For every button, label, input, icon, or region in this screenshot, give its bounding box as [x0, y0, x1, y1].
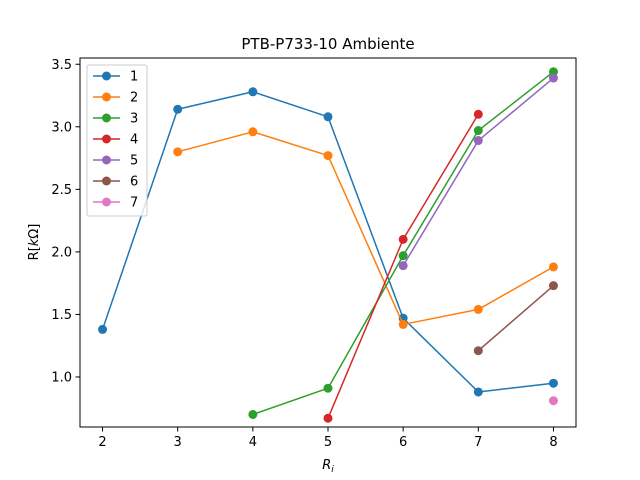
data-point-4-2: [473, 109, 483, 119]
legend-label: 6: [130, 175, 138, 190]
series-line-2: [176, 131, 555, 326]
series-line-1: [101, 91, 555, 393]
data-point-3-3: [473, 126, 483, 136]
x-axis-label: Ri: [322, 458, 334, 475]
series-5: [398, 73, 558, 271]
data-point-1-2: [248, 87, 258, 97]
series-6: [473, 281, 558, 356]
legend-marker: [102, 197, 111, 207]
data-point-5-2: [548, 73, 558, 83]
series-line-6: [477, 284, 555, 352]
y-tick-label: 1.0: [51, 370, 72, 385]
x-tick-label: 6: [399, 435, 407, 450]
series-4: [323, 109, 483, 423]
series-1: [98, 87, 558, 397]
x-tick-label: 8: [549, 435, 557, 450]
legend-marker: [102, 71, 111, 81]
data-point-1-0: [98, 324, 108, 334]
data-point-1-3: [323, 112, 333, 122]
y-tick-label: 3.0: [51, 120, 72, 135]
x-tick-label: 5: [324, 435, 332, 450]
data-point-1-1: [173, 104, 183, 114]
legend-box: [86, 64, 148, 217]
series-2: [173, 127, 558, 329]
x-tick-label: 3: [174, 435, 182, 450]
x-tick-label: 2: [98, 435, 106, 450]
series-3: [248, 67, 558, 419]
data-point-4-0: [323, 413, 333, 423]
data-point-1-6: [548, 378, 558, 388]
chart-title: PTB-P733-10 Ambiente: [241, 35, 414, 53]
legend-item-6: 6: [93, 175, 138, 190]
legend-item-2: 2: [93, 91, 138, 106]
legend-label: 2: [130, 91, 138, 106]
data-point-2-1: [248, 127, 258, 137]
data-point-2-5: [548, 262, 558, 272]
x-tick-label: 4: [249, 435, 257, 450]
y-axis-label: R[kΩ]: [27, 224, 42, 261]
data-point-3-1: [323, 383, 333, 393]
legend-item-7: 7: [93, 196, 138, 211]
data-point-5-0: [398, 261, 408, 271]
data-point-3-2: [398, 251, 408, 261]
y-tick-label: 3.5: [51, 58, 72, 73]
legend-item-1: 1: [93, 70, 138, 85]
data-point-2-4: [473, 304, 483, 314]
legend-label: 3: [130, 112, 138, 127]
data-point-1-5: [473, 387, 483, 397]
data-point-4-1: [398, 234, 408, 244]
legend-marker: [102, 176, 111, 186]
data-point-6-1: [548, 281, 558, 291]
data-point-7-0: [548, 396, 558, 406]
legend-item-3: 3: [93, 112, 138, 127]
y-tick-label: 1.5: [51, 308, 72, 323]
data-point-2-3: [398, 319, 408, 329]
legend-marker: [102, 134, 111, 144]
legend-label: 7: [130, 196, 138, 211]
legend-item-4: 4: [93, 133, 138, 148]
legend-marker: [102, 155, 111, 165]
data-point-6-0: [473, 346, 483, 356]
y-tick-label: 2.0: [51, 245, 72, 260]
legend: 1 2 3 4 5 6 7: [86, 64, 148, 217]
legend-label: 1: [130, 70, 138, 85]
series-7: [548, 396, 558, 406]
legend-marker: [102, 92, 111, 102]
data-point-3-4: [548, 67, 558, 77]
data-point-5-1: [473, 136, 483, 146]
series-line-5: [402, 76, 555, 267]
legend-label: 5: [130, 154, 138, 169]
data-point-2-0: [173, 147, 183, 157]
legend-item-5: 5: [93, 154, 138, 169]
data-point-3-0: [248, 409, 258, 419]
x-tick-label: 7: [474, 435, 482, 450]
data-point-2-2: [323, 151, 333, 161]
y-tick-label: 2.5: [51, 183, 72, 198]
legend-marker: [102, 113, 111, 123]
legend-label: 4: [130, 133, 138, 148]
